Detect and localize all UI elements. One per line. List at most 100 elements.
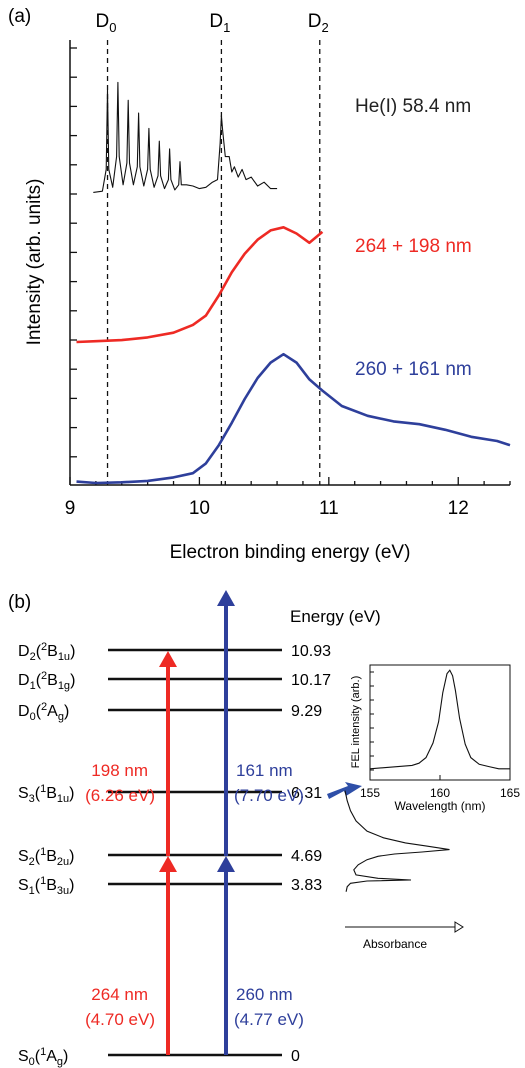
state-label: S3(1B1u) xyxy=(18,783,75,805)
fel-tick-label: 165 xyxy=(500,786,520,800)
symmetry-sub: 1u xyxy=(57,793,69,805)
dashed-line-label: D1 xyxy=(209,11,230,35)
dashed-reference-lines xyxy=(106,40,321,485)
absorbance-arrow-icon xyxy=(454,921,464,933)
state-label: S1(1B3u) xyxy=(18,875,75,897)
fel-x-title: Wavelength (nm) xyxy=(395,799,486,813)
series-label: 264 + 198 nm xyxy=(355,236,472,257)
dashed-label-sub: 1 xyxy=(223,20,230,35)
fel-x-ticks: 155 160 165 xyxy=(360,671,520,800)
symmetry-term: B xyxy=(46,848,57,865)
dashed-label-main: D xyxy=(96,11,110,32)
symmetry-term: A xyxy=(47,703,58,720)
red-upper-energy: (6.26 eV) xyxy=(85,786,155,805)
symmetry-sub: g xyxy=(58,711,64,723)
state-label: D2(2B1u) xyxy=(18,641,75,663)
state-index: 0 xyxy=(30,711,36,723)
energy-levels: S0(1Ag) 0 S1(1B3u) 3.83 S2(1B2u) 4.69 S3(1B1u)… xyxy=(18,641,331,1068)
arrow-head-icon xyxy=(159,856,177,872)
blue-lower-energy: (4.77 eV) xyxy=(234,1010,304,1029)
blue-lower-wavelength: 260 nm xyxy=(236,985,293,1004)
state-label: S2(1B2u) xyxy=(18,846,75,868)
state-index: 1 xyxy=(29,885,35,897)
fel-tick-label: 160 xyxy=(430,786,450,800)
arrow-labels: 198 nm (6.26 eV) 161 nm (7.70 eV) 264 nm… xyxy=(85,761,304,1029)
state-name: S xyxy=(18,848,29,865)
dashed-label-sub: 0 xyxy=(109,20,116,35)
energy-header: Energy (eV) xyxy=(290,607,381,626)
arrow-head-icon xyxy=(217,856,235,872)
symmetry-term: A xyxy=(46,1048,57,1065)
absorbance-label: Absorbance xyxy=(363,937,427,951)
state-name: S xyxy=(18,877,29,894)
panel-a-axes xyxy=(69,40,510,486)
dashed-label-main: D xyxy=(308,11,322,32)
energy-value: 9.29 xyxy=(291,703,322,720)
fel-inset-frame xyxy=(369,664,511,781)
spin-multiplicity: 1 xyxy=(40,875,46,887)
blue-upper-energy: (7.70 eV) xyxy=(234,786,304,805)
symmetry-sub: 2u xyxy=(57,856,69,868)
spin-multiplicity: 2 xyxy=(41,641,47,653)
red-lower-wavelength: 264 nm xyxy=(91,985,148,1004)
energy-value: 10.93 xyxy=(291,643,331,660)
dashed-line-label: D0 xyxy=(96,11,117,35)
fel-y-title: FEL intensity (arb.) xyxy=(350,676,362,769)
x-axis-ticks: 9 10 11 12 xyxy=(65,477,511,519)
state-name: S xyxy=(18,785,29,802)
panel-b-label: (b) xyxy=(8,592,31,613)
dashed-label-main: D xyxy=(209,11,223,32)
spin-multiplicity: 2 xyxy=(41,701,47,713)
symmetry-sub: g xyxy=(57,1056,63,1068)
symmetry-sub: 3u xyxy=(57,885,69,897)
blue-upper-wavelength: 161 nm xyxy=(236,761,293,780)
red-upper-wavelength: 198 nm xyxy=(91,761,148,780)
y-axis-title: Intensity (arb. units) xyxy=(24,179,45,346)
state-name: D xyxy=(18,643,30,660)
state-name: D xyxy=(18,703,30,720)
series-labels: He(I) 58.4 nm 264 + 198 nm 260 + 161 nm xyxy=(355,96,472,380)
fel-tick-label: 155 xyxy=(360,786,380,800)
arrow-head-icon xyxy=(217,590,235,606)
symmetry-term: B xyxy=(47,672,58,689)
red-lower-energy: (4.70 eV) xyxy=(85,1010,155,1029)
state-name: S xyxy=(18,1048,29,1065)
symmetry-term: B xyxy=(46,877,57,894)
pointer-arrow-icon xyxy=(327,782,362,799)
spin-multiplicity: 2 xyxy=(41,670,47,682)
absorbance-spectrum xyxy=(344,790,450,892)
symmetry-sub: 1g xyxy=(58,680,70,692)
series-line xyxy=(76,352,511,485)
fel-inset: 155 160 165 FEL intensity (arb.) Wavelengt… xyxy=(350,664,520,813)
panel-a-label: (a) xyxy=(8,6,31,27)
state-index: 2 xyxy=(29,856,35,868)
energy-value: 4.69 xyxy=(291,848,322,865)
energy-value: 10.17 xyxy=(291,672,331,689)
energy-value: 0 xyxy=(291,1048,300,1065)
state-index: 1 xyxy=(30,680,36,692)
spin-multiplicity: 1 xyxy=(40,1046,46,1058)
absorbance-inset: Absorbance xyxy=(344,790,464,951)
x-axis-title: Electron binding energy (eV) xyxy=(170,542,411,563)
series-line xyxy=(93,81,278,193)
state-label: D0(2Ag) xyxy=(18,701,69,723)
energy-value: 6.31 xyxy=(291,785,322,802)
x-tick-label: 10 xyxy=(189,498,210,519)
fel-spectrum xyxy=(369,669,510,770)
series-line xyxy=(76,226,324,344)
x-tick-label: 11 xyxy=(319,498,339,519)
dashed-line-label: D2 xyxy=(308,11,329,35)
state-index: 3 xyxy=(29,793,35,805)
state-label: S0(1Ag) xyxy=(18,1046,68,1068)
excitation-arrows xyxy=(159,590,235,1055)
x-tick-label: 12 xyxy=(448,498,469,519)
series-label: 260 + 161 nm xyxy=(355,359,472,380)
series-label: He(I) 58.4 nm xyxy=(355,96,471,117)
dashed-line-labels: D0 D1 D2 xyxy=(96,11,329,35)
dashed-label-sub: 2 xyxy=(321,20,328,35)
state-index: 2 xyxy=(30,651,36,663)
state-label: D1(2B1g) xyxy=(18,670,75,692)
symmetry-term: B xyxy=(47,643,58,660)
energy-value: 3.83 xyxy=(291,877,322,894)
